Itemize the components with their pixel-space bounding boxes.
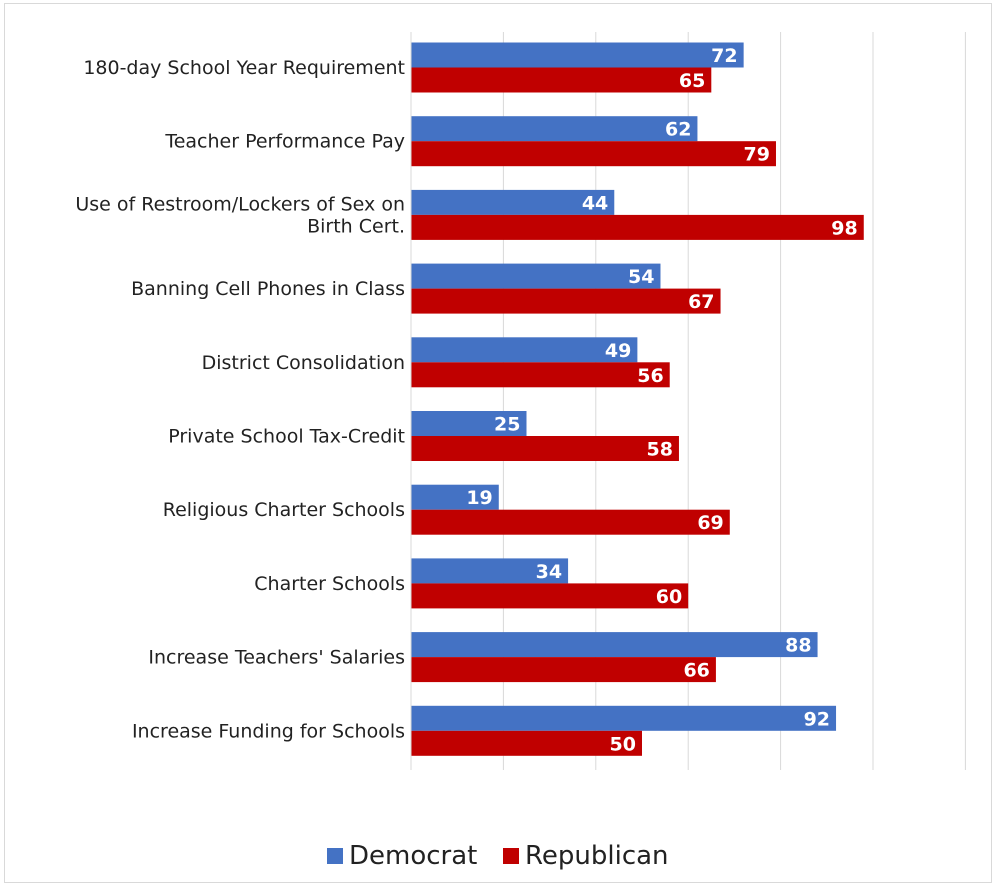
- democrat-bar: [411, 632, 818, 658]
- category-label: 180-day School Year Requirement: [83, 57, 405, 79]
- category-label: Use of Restroom/Lockers of Sex on: [75, 193, 405, 215]
- bar-group: 72 65 180-day School Year Requirement: [83, 42, 744, 93]
- category-label: Teacher Performance Pay: [164, 131, 405, 153]
- legend: Democrat Republican: [327, 841, 669, 871]
- democrat-bar: [411, 337, 638, 363]
- democrat-bar: [411, 42, 744, 68]
- category-label: Banning Cell Phones in Class: [131, 278, 405, 300]
- democrat-value-label: 72: [711, 45, 737, 67]
- bar-group: 88 66 Increase Teachers' Salaries: [148, 632, 818, 683]
- republican-bar: [411, 509, 730, 535]
- republican-value-label: 69: [697, 512, 723, 534]
- republican-bar: [411, 141, 776, 167]
- republican-bar: [411, 657, 716, 683]
- democrat-value-label: 34: [536, 561, 562, 583]
- democrat-legend-label: Democrat: [349, 841, 477, 871]
- bar-group: 19 69 Religious Charter Schools: [163, 484, 730, 535]
- republican-bar: [411, 436, 679, 461]
- bar-group: 92 50 Increase Funding for Schools: [132, 705, 837, 756]
- category-label: Religious Charter Schools: [163, 499, 405, 521]
- republican-legend-swatch: [503, 848, 519, 864]
- republican-value-label: 65: [679, 70, 705, 92]
- republican-value-label: 50: [610, 733, 636, 755]
- democrat-legend-swatch: [327, 848, 343, 864]
- democrat-bar: [411, 116, 698, 142]
- democrat-value-label: 25: [494, 414, 520, 436]
- republican-value-label: 58: [647, 439, 673, 461]
- democrat-value-label: 62: [665, 119, 691, 141]
- democrat-bar: [411, 411, 527, 436]
- republican-value-label: 66: [683, 660, 709, 682]
- republican-bar: [411, 583, 689, 609]
- republican-bar: [411, 67, 712, 93]
- democrat-bar: [411, 484, 499, 510]
- republican-legend-label: Republican: [525, 841, 669, 871]
- republican-bar: [411, 730, 642, 756]
- democrat-value-label: 88: [785, 635, 811, 657]
- bar-group: 62 79 Teacher Performance Pay: [164, 116, 776, 167]
- republican-value-label: 56: [637, 365, 663, 387]
- democrat-bar: [411, 189, 615, 215]
- category-label: Increase Teachers' Salaries: [148, 647, 405, 669]
- republican-value-label: 60: [656, 586, 682, 608]
- bar-group: 54 67 Banning Cell Phones in Class: [131, 263, 721, 314]
- democrat-bar: [411, 263, 661, 289]
- democrat-value-label: 54: [628, 266, 654, 288]
- democrat-value-label: 44: [582, 192, 608, 214]
- republican-value-label: 98: [831, 217, 857, 239]
- republican-bar: [411, 288, 721, 314]
- category-label: Increase Funding for Schools: [132, 720, 405, 742]
- category-label: Birth Cert.: [307, 215, 405, 237]
- category-label: Private School Tax-Credit: [168, 426, 405, 448]
- republican-bar: [411, 214, 864, 240]
- bar-group: 44 98 Use of Restroom/Lockers of Sex onBir…: [75, 189, 864, 240]
- bar-group: 25 58 Private School Tax-Credit: [168, 411, 679, 461]
- republican-bar: [411, 362, 670, 388]
- democrat-bar: [411, 705, 837, 731]
- democrat-value-label: 49: [605, 340, 631, 362]
- republican-value-label: 67: [688, 291, 714, 313]
- bar-chart: 72 65 180-day School Year Requirement 62 79 T…: [75, 32, 966, 871]
- democrat-bar: [411, 558, 569, 584]
- category-label: Charter Schools: [254, 573, 405, 595]
- republican-value-label: 79: [744, 144, 770, 166]
- democrat-value-label: 92: [804, 708, 830, 730]
- democrat-value-label: 19: [466, 487, 492, 509]
- category-label: District Consolidation: [202, 352, 405, 374]
- chart-frame: 72 65 180-day School Year Requirement 62 79 T…: [4, 3, 992, 883]
- bar-group: 49 56 District Consolidation: [202, 337, 670, 388]
- bar-group: 34 60 Charter Schools: [254, 558, 689, 609]
